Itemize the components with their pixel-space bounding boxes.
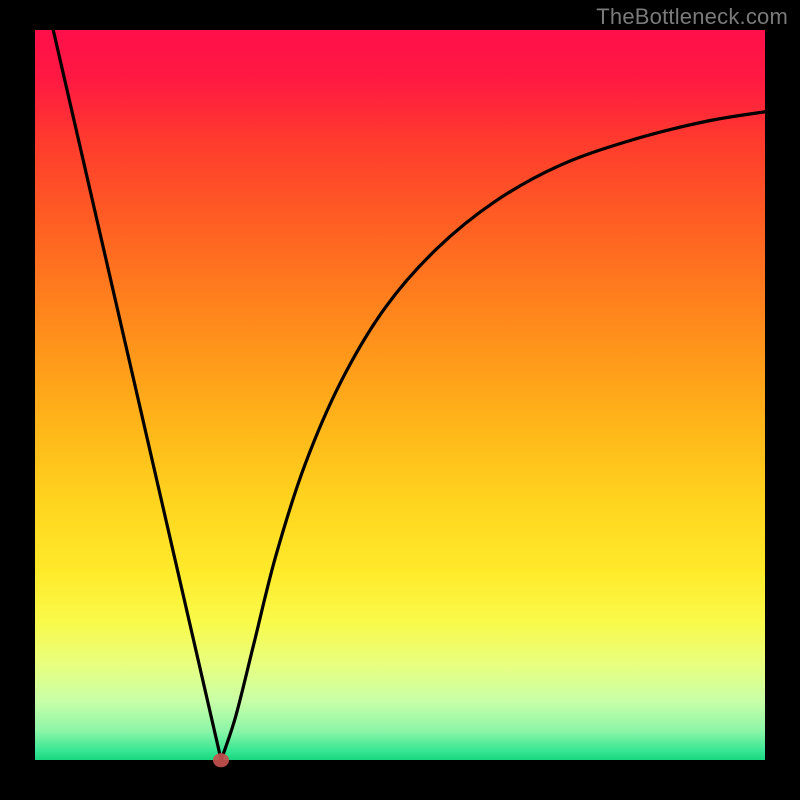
watermark-text: TheBottleneck.com: [596, 4, 788, 30]
plot-area: [35, 30, 765, 760]
chart-frame: TheBottleneck.com: [0, 0, 800, 800]
bottleneck-curve: [35, 30, 765, 760]
dip-marker: [213, 753, 229, 767]
